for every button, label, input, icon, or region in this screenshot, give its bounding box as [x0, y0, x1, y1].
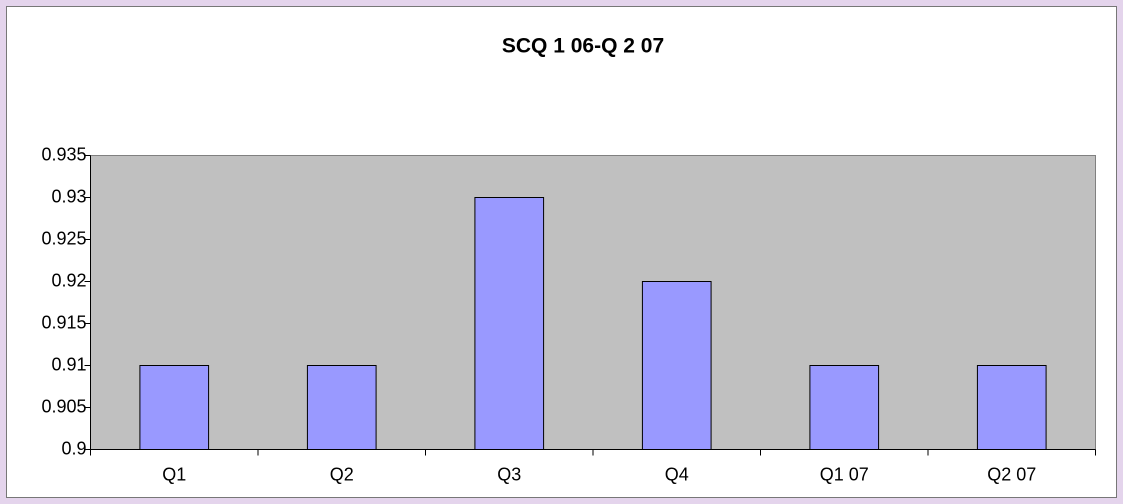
y-tick-label: 0.9 [61, 438, 86, 458]
bar [306, 365, 377, 450]
chart-title: SCQ 1 06-Q 2 07 [502, 35, 664, 58]
y-tick-label: 0.905 [41, 396, 86, 416]
x-tick-label: Q2 07 [987, 464, 1036, 484]
bar [976, 365, 1047, 450]
bar [474, 197, 545, 450]
x-tick-label: Q3 [497, 464, 521, 484]
x-tick-label: Q2 [330, 464, 354, 484]
bar [641, 281, 712, 450]
y-tick-label: 0.915 [41, 312, 86, 332]
x-tick-label: Q4 [665, 464, 689, 484]
x-tick-label: Q1 07 [820, 464, 869, 484]
y-tick-label: 0.935 [41, 144, 86, 164]
y-tick-label: 0.925 [41, 228, 86, 248]
x-tick-label: Q1 [162, 464, 186, 484]
bar [809, 365, 880, 450]
y-tick-label: 0.91 [51, 354, 86, 374]
bar [139, 365, 210, 450]
y-tick-label: 0.93 [51, 186, 86, 206]
y-tick-label: 0.92 [51, 270, 86, 290]
plot-area [90, 155, 1096, 450]
